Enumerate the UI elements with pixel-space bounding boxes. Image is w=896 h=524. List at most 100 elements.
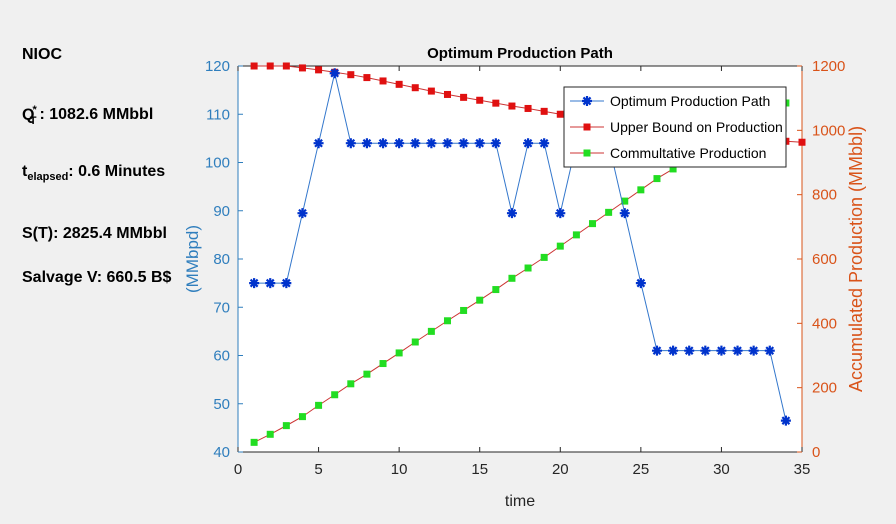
data-point: [492, 99, 500, 107]
legend-marker: [583, 149, 591, 157]
t-subscript: elapsed: [27, 171, 69, 184]
q-superscript: *: [32, 104, 37, 116]
data-point: [297, 208, 308, 219]
data-point: [427, 327, 435, 335]
data-point: [331, 391, 339, 399]
data-point: [361, 138, 372, 149]
data-point: [363, 370, 371, 378]
data-point: [492, 286, 500, 294]
right-y-tick-label: 1000: [812, 122, 845, 139]
right-y-tick-label: 1200: [812, 58, 845, 75]
x-axis-label: time: [505, 493, 535, 510]
data-point: [523, 138, 534, 149]
data-point: [669, 165, 677, 173]
data-point: [395, 80, 403, 88]
data-point: [716, 345, 727, 356]
data-point: [427, 87, 435, 95]
left-y-axis-label: (MMbpd): [183, 225, 202, 293]
data-point: [798, 138, 806, 146]
left-y-tick-label: 40: [213, 444, 230, 461]
x-tick-label: 10: [391, 461, 408, 478]
info-panel: NIOC Q*T: 1082.6 MMbbl telapsed: 0.6 Min…: [0, 0, 200, 524]
data-point: [476, 296, 484, 304]
data-point: [460, 93, 468, 101]
data-point: [635, 278, 646, 289]
data-point: [347, 380, 355, 388]
right-y-tick-label: 0: [812, 444, 820, 461]
left-y-tick-label: 90: [213, 203, 230, 220]
data-point: [764, 345, 775, 356]
legend-marker: [583, 123, 591, 131]
data-point: [266, 430, 274, 438]
data-point: [298, 64, 306, 72]
data-point: [315, 401, 323, 409]
data-point: [329, 68, 340, 79]
legend-entry: Commultative Production: [570, 145, 766, 161]
elapsed-time-value: : 0.6 Minutes: [68, 163, 166, 180]
data-point: [442, 138, 453, 149]
data-point: [619, 208, 630, 219]
company-label: NIOC: [22, 46, 62, 63]
data-point: [621, 197, 629, 205]
data-point: [490, 138, 501, 149]
data-point: [508, 102, 516, 110]
legend: Optimum Production Path Upper Bound on Pr…: [563, 86, 787, 168]
data-point: [508, 274, 516, 282]
data-point: [363, 74, 371, 82]
right-y-tick-label: 600: [812, 251, 837, 268]
salvage-value-readout: Salvage V: 660.5 B$: [22, 269, 172, 286]
data-point: [732, 345, 743, 356]
data-point: [748, 345, 759, 356]
data-point: [249, 278, 260, 289]
legend-label: Optimum Production Path: [610, 93, 770, 109]
chart-title: Optimum Production Path: [427, 45, 613, 62]
t-symbol: t: [22, 163, 28, 180]
data-point: [540, 107, 548, 115]
legend-entry: Optimum Production Path: [570, 93, 770, 109]
left-y-tick-label: 60: [213, 348, 230, 365]
data-point: [379, 77, 387, 85]
data-point: [506, 208, 517, 219]
data-point: [556, 242, 564, 250]
data-point: [282, 422, 290, 430]
x-tick-label: 25: [633, 461, 650, 478]
left-y-tick-label: 70: [213, 299, 230, 316]
axes-layer: 0 5 10 15 20 25 30 3540506070809010011012002004…: [205, 58, 845, 478]
data-point: [540, 253, 548, 261]
data-point: [411, 84, 419, 92]
data-point: [250, 62, 258, 70]
data-point: [378, 138, 389, 149]
series-line: [254, 73, 787, 421]
data-point: [250, 438, 258, 446]
data-point: [539, 138, 550, 149]
data-point: [605, 208, 613, 216]
data-point: [411, 338, 419, 346]
data-point: [282, 62, 290, 70]
data-point: [555, 208, 566, 219]
x-tick-label: 5: [314, 461, 322, 478]
data-point: [556, 110, 564, 118]
data-point: [668, 345, 679, 356]
left-y-tick-label: 50: [213, 396, 230, 413]
data-point: [653, 175, 661, 183]
data-point: [298, 413, 306, 421]
x-tick-label: 20: [552, 461, 569, 478]
data-point: [458, 138, 469, 149]
data-point: [313, 138, 324, 149]
legend-label: Upper Bound on Production: [610, 119, 783, 135]
data-point: [266, 62, 274, 70]
left-y-tick-label: 120: [205, 58, 230, 75]
data-point: [524, 264, 532, 272]
right-y-tick-label: 400: [812, 315, 837, 332]
data-point: [410, 138, 421, 149]
data-point: [460, 306, 468, 314]
data-point: [637, 186, 645, 194]
total-production-value: : 1082.6 MMbbl: [39, 106, 154, 124]
data-point: [700, 345, 711, 356]
q-symbol: Q: [22, 106, 35, 124]
data-point: [443, 317, 451, 325]
data-point: [395, 349, 403, 357]
data-point: [651, 345, 662, 356]
data-point: [347, 71, 355, 79]
